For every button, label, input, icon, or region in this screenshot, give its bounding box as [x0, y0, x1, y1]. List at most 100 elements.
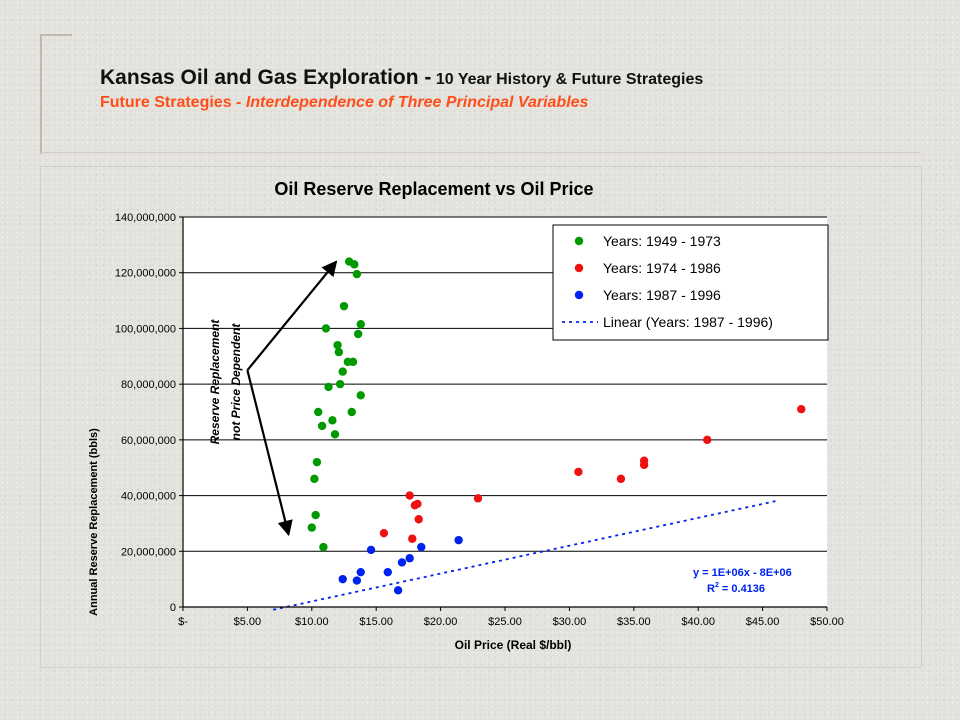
data-point-blue	[352, 576, 362, 585]
x-tick-label: $20.00	[424, 616, 458, 628]
x-tick-label: $45.00	[746, 616, 780, 628]
data-point-red	[379, 528, 389, 538]
data-point-green	[330, 430, 340, 439]
x-tick-label: $15.00	[359, 616, 393, 628]
data-point-blue	[366, 545, 376, 555]
legend-marker	[574, 236, 584, 246]
x-tick-label: $25.00	[488, 616, 522, 628]
r-squared-superscript: 2	[715, 582, 719, 589]
legend-label: Years: 1974 - 1986	[603, 260, 721, 276]
slide-header: Kansas Oil and Gas Exploration - 10 Year…	[100, 66, 940, 112]
data-point-green	[310, 474, 319, 484]
data-point-green	[335, 379, 345, 389]
annotation-arrow	[246, 369, 293, 537]
y-tick-label: 120,000,000	[115, 268, 176, 280]
data-point-green	[356, 391, 365, 400]
data-point-green	[311, 510, 320, 520]
y-tick-label: 60,000,000	[121, 435, 176, 447]
y-axis-label: Annual Reserve Replacement (bbls)	[88, 428, 100, 616]
data-point-green	[356, 320, 365, 329]
annotation-line-1: Reserve Replacement	[208, 319, 222, 445]
data-point-green	[324, 382, 333, 392]
y-tick-label: 20,000,000	[121, 546, 176, 558]
data-point-red	[574, 467, 583, 477]
legend-label: Years: 1949 - 1973	[603, 233, 721, 249]
data-point-red	[473, 494, 483, 503]
data-point-red	[413, 499, 422, 509]
data-point-green	[312, 457, 322, 467]
r-squared-symbol: R	[707, 583, 715, 595]
data-point-green	[317, 421, 327, 431]
slide-title-rest: 10 Year History & Future Strategies	[431, 71, 704, 88]
data-point-blue	[417, 542, 426, 552]
data-point-green	[347, 407, 356, 417]
annotation: Reserve Replacement not Price Dependent	[208, 260, 338, 537]
data-point-blue	[454, 535, 463, 545]
data-point-green	[334, 347, 344, 357]
y-tick-label: 80,000,000	[121, 379, 176, 391]
annotation-line-2: not Price Dependent	[229, 323, 243, 441]
data-point-green	[338, 367, 347, 376]
data-point-blue	[338, 574, 347, 584]
data-point-red	[703, 435, 712, 445]
data-point-red	[414, 515, 423, 524]
slide-subtitle: Future Strategies - Interdependence of T…	[100, 94, 940, 112]
data-point-red	[405, 491, 414, 500]
x-axis-label: Oil Price (Real $/bbl)	[455, 638, 572, 652]
data-point-green	[333, 340, 342, 350]
data-point-red	[639, 456, 649, 465]
r-squared-value: = 0.4136	[719, 583, 765, 595]
data-point-blue	[393, 586, 403, 595]
trendline-linear	[272, 500, 776, 611]
data-point-red	[797, 405, 806, 414]
legend-marker	[574, 263, 584, 273]
x-tick-label: $5.00	[234, 616, 262, 628]
data-point-green	[321, 324, 331, 333]
header-divider	[40, 152, 920, 153]
legend-label: Years: 1987 - 1996	[603, 287, 721, 303]
data-point-green	[328, 416, 337, 425]
data-point-green	[319, 542, 328, 552]
x-tick-label: $10.00	[295, 616, 329, 628]
chart-title: Oil Reserve Replacement vs Oil Price	[274, 179, 593, 199]
data-point-green	[307, 523, 316, 532]
data-point-green	[348, 357, 358, 367]
data-point-blue	[405, 554, 414, 563]
data-point-red	[408, 534, 417, 543]
data-point-green	[352, 269, 362, 279]
slide-subtitle-italic: Interdependence of Three Principal Varia…	[245, 94, 589, 111]
slide-title: Kansas Oil and Gas Exploration - 10 Year…	[100, 66, 940, 90]
corner-frame-decoration	[40, 34, 72, 154]
y-tick-label: 140,000,000	[115, 212, 176, 224]
legend: Years: 1949 - 1973 Years: 1974 - 1986 Year…	[552, 224, 829, 341]
x-tick-label: $-	[178, 616, 188, 628]
data-point-green	[353, 329, 363, 339]
data-point-green	[339, 301, 349, 311]
y-tick-label: 40,000,000	[121, 491, 176, 503]
data-point-green	[350, 260, 359, 269]
legend-label: Linear (Years: 1987 - 1996)	[603, 314, 773, 330]
data-point-green	[314, 407, 323, 417]
y-tick-label: 0	[170, 602, 176, 614]
x-tick-label: $50.00	[810, 616, 844, 628]
legend-marker	[574, 290, 584, 300]
x-tick-label: $40.00	[681, 616, 715, 628]
r-squared-text: R2 = 0.4136	[707, 582, 765, 595]
y-tick-label: 100,000,000	[115, 323, 176, 335]
slide-title-main: Kansas Oil and Gas Exploration -	[100, 66, 432, 89]
legend-box	[552, 224, 829, 341]
data-point-blue	[397, 558, 407, 567]
data-point-blue	[356, 567, 365, 577]
chart-container: Oil Reserve Replacement vs Oil Price 0 20…	[40, 166, 922, 668]
annotation-arrow	[246, 260, 338, 371]
x-tick-label: $30.00	[553, 616, 587, 628]
slide-subtitle-lead: Future Strategies -	[100, 94, 246, 111]
trendline	[272, 500, 776, 611]
data-point-red	[616, 474, 626, 484]
tick-labels: 0 20,000,000 40,000,000 60,000,000 80,000,00…	[115, 212, 844, 628]
scatter-chart: Oil Reserve Replacement vs Oil Price 0 20…	[88, 179, 844, 652]
trendline-equation-text: y = 1E+06x - 8E+06	[693, 567, 792, 579]
data-point-blue	[383, 567, 392, 577]
data-points	[307, 257, 806, 595]
trendline-equation: y = 1E+06x - 8E+06 R2 = 0.4136	[693, 567, 792, 595]
